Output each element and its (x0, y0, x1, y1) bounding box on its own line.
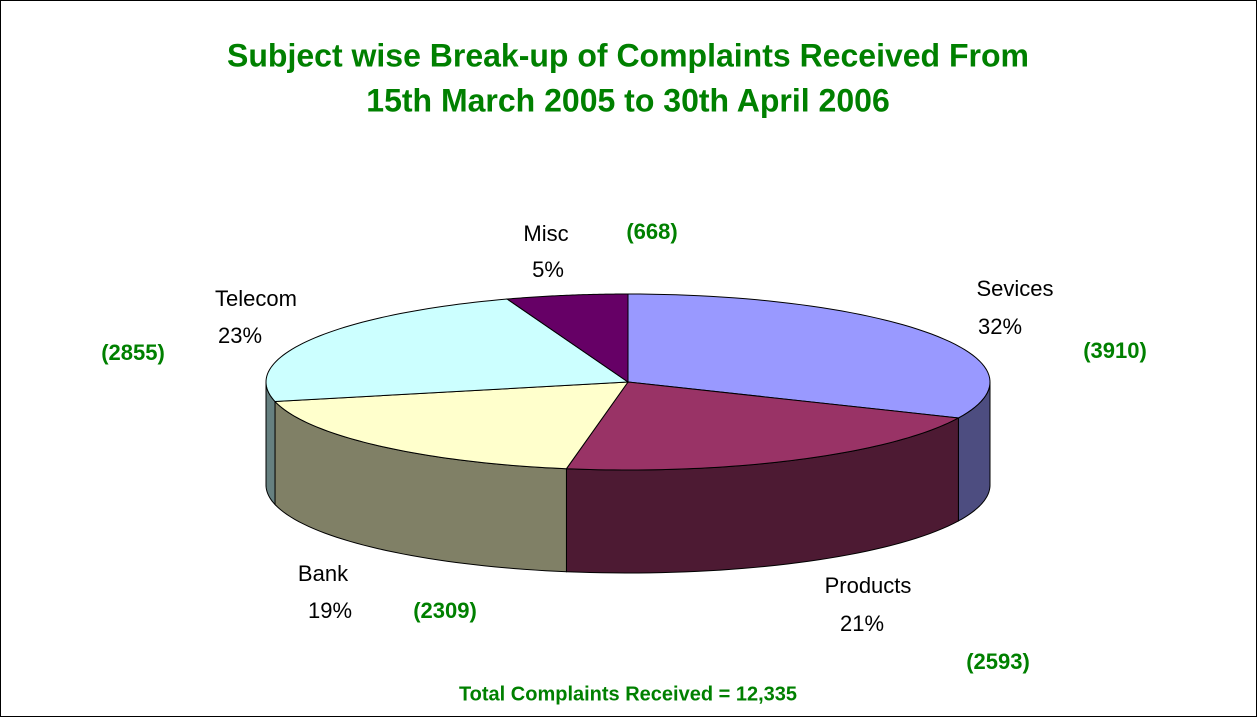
slice (265, 298, 630, 403)
value-label: (2593) (966, 649, 1030, 674)
percent-label: 32% (978, 314, 1022, 339)
chart-title: Subject wise Break-up of Complaints Rece… (227, 37, 1029, 73)
percent-label: 23% (218, 323, 262, 348)
percent-label: 5% (532, 257, 564, 282)
chart-title: 15th March 2005 to 30th April 2006 (366, 82, 889, 118)
slice (627, 293, 991, 419)
slice-label: Products (825, 573, 912, 598)
value-label: (668) (626, 219, 677, 244)
slice-label: Bank (298, 561, 349, 586)
percent-label: 21% (840, 611, 884, 636)
slice-label: Telecom (215, 286, 297, 311)
value-label: (2855) (101, 340, 165, 365)
slice (565, 381, 961, 471)
footer-note: Total Complaints Received = 12,335 (459, 683, 797, 705)
slice-label: Misc (523, 221, 568, 246)
slice-label: Sevices (976, 276, 1053, 301)
value-label: (2309) (413, 598, 477, 623)
percent-label: 19% (308, 598, 352, 623)
slice (505, 293, 629, 383)
value-label: (3910) (1083, 338, 1147, 363)
slice (273, 381, 630, 470)
